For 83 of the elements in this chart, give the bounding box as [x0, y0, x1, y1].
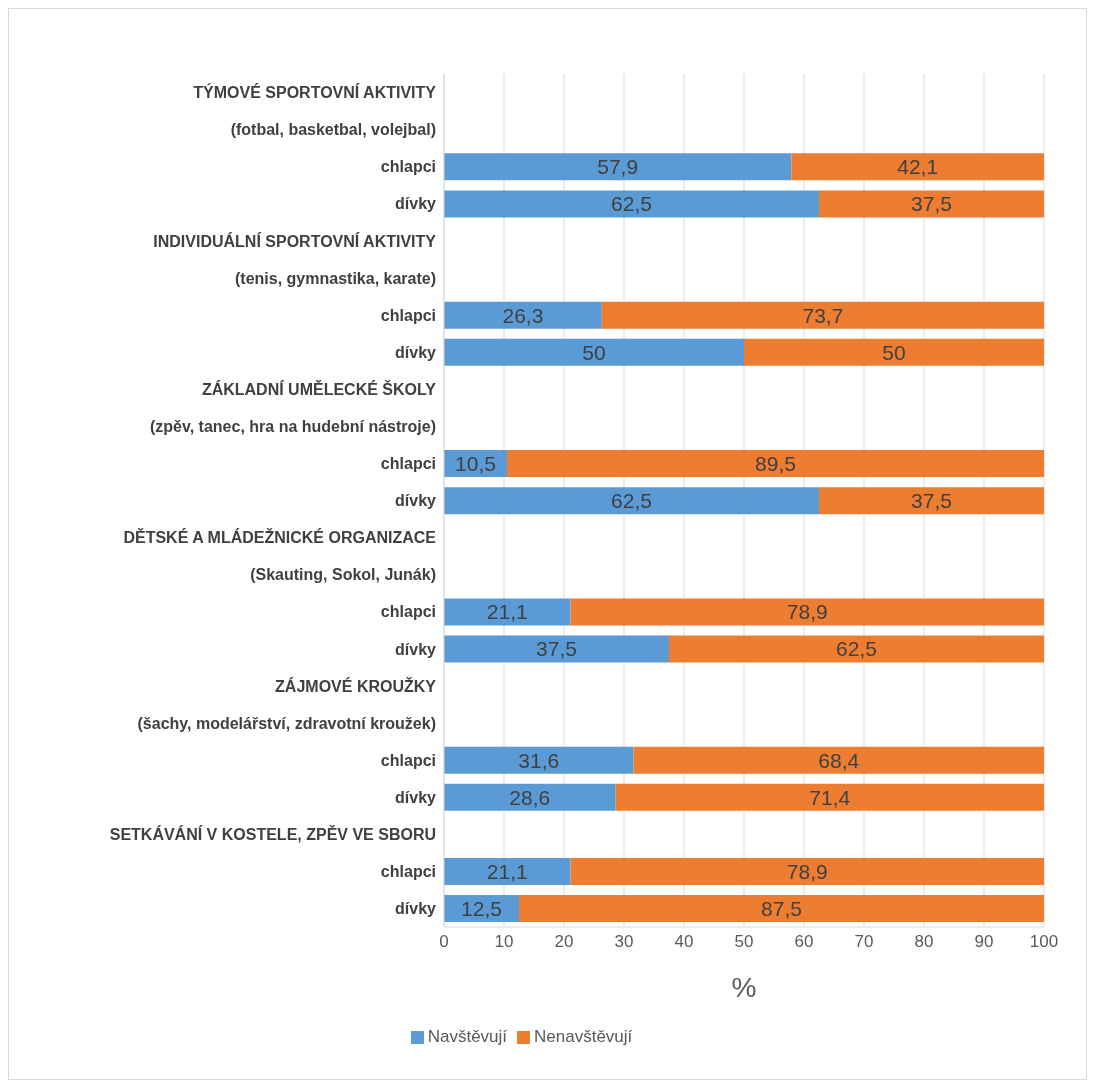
y-tick-label: dívky [395, 492, 437, 510]
data-label: 12,5 [461, 897, 502, 921]
x-axis-title: % [731, 972, 757, 1003]
data-label: 62,5 [836, 637, 877, 661]
bar [444, 190, 819, 218]
data-label: 62,5 [611, 489, 652, 513]
y-tick-label: ZÁJMOVÉ KROUŽKY [275, 676, 437, 695]
data-label: 78,9 [786, 600, 828, 624]
y-tick-label: TÝMOVÉ SPORTOVNÍ AKTIVITY [193, 83, 437, 102]
y-tick-label: chlapci [380, 158, 436, 176]
y-tick-label: chlapci [380, 603, 436, 621]
data-label: 87,5 [761, 897, 802, 921]
data-label: 57,9 [597, 155, 639, 179]
x-tick-label: 20 [554, 932, 574, 952]
y-tick-label: (šachy, modelářství, zdravotní kroužek) [137, 714, 436, 732]
bar [791, 153, 1044, 181]
bar [444, 301, 602, 329]
bar [669, 635, 1044, 663]
y-tick-label: ZÁKLADNÍ UMĚLECKÉ ŠKOLY [201, 379, 437, 398]
data-label: 71,4 [809, 785, 851, 809]
bar [519, 895, 1044, 923]
y-tick-label: chlapci [380, 306, 436, 324]
data-label: 50 [882, 340, 906, 364]
x-tick-label: 100 [1029, 932, 1059, 952]
data-label: 78,9 [786, 860, 828, 884]
x-tick-label: 60 [794, 932, 814, 952]
data-label: 62,5 [611, 192, 652, 216]
data-label: 21,1 [486, 860, 528, 884]
data-label: 37,5 [911, 489, 952, 513]
data-label: 73,7 [802, 303, 844, 327]
y-tick-label: chlapci [380, 455, 436, 473]
bar [444, 783, 616, 811]
y-tick-label: chlapci [380, 863, 436, 881]
bar [444, 858, 571, 886]
data-label: 68,4 [818, 748, 860, 772]
bar [444, 746, 634, 774]
legend-label: Navštěvují [427, 1027, 508, 1046]
data-label: 37,5 [536, 637, 577, 661]
y-tick-label: chlapci [380, 751, 436, 769]
data-label: 37,5 [911, 192, 952, 216]
y-tick-label: (Skauting, Sokol, Junák) [250, 566, 436, 584]
y-tick-label: DĚTSKÉ A MLÁDEŽNICKÉ ORGANIZACE [123, 528, 437, 547]
bar [444, 338, 744, 366]
bar [570, 598, 1044, 626]
y-tick-label: dívky [395, 788, 437, 806]
data-label: 31,6 [518, 748, 560, 772]
legend-label: Nenavštěvují [534, 1027, 633, 1046]
x-tick-label: 30 [614, 932, 634, 952]
data-label: 42,1 [897, 155, 939, 179]
x-tick-label: 90 [974, 932, 994, 952]
y-tick-label: dívky [395, 640, 437, 658]
y-tick-label: (fotbal, basketbal, volejbal) [230, 121, 436, 139]
bar [444, 487, 819, 515]
x-tick-label: 10 [494, 932, 514, 952]
bar [444, 635, 669, 663]
data-label: 28,6 [509, 785, 551, 809]
bar [570, 858, 1044, 886]
y-tick-label: SETKÁVÁNÍ V KOSTELE, ZPĚV VE SBORU [109, 824, 436, 843]
y-tick-label: (tenis, gymnastika, karate) [235, 269, 436, 287]
bar [633, 746, 1044, 774]
bar [507, 450, 1044, 478]
data-label: 21,1 [486, 600, 528, 624]
y-tick-label: (zpěv, tanec, hra na hudební nástroje) [150, 418, 436, 436]
bar [601, 301, 1044, 329]
bar [744, 338, 1044, 366]
data-label: 26,3 [502, 303, 544, 327]
data-label: 10,5 [455, 452, 496, 476]
bar [615, 783, 1044, 811]
y-tick-label: INDIVIDUÁLNÍ SPORTOVNÍ AKTIVITY [153, 231, 437, 250]
y-tick-label: dívky [395, 900, 437, 918]
bar [819, 190, 1044, 218]
bar [444, 598, 571, 626]
bar [819, 487, 1044, 515]
y-tick-label: dívky [395, 195, 437, 213]
x-tick-label: 40 [674, 932, 694, 952]
x-tick-label: 50 [734, 932, 754, 952]
bar [444, 153, 792, 181]
x-tick-label: 0 [439, 932, 449, 952]
data-label: 89,5 [755, 452, 796, 476]
y-tick-label: dívky [395, 343, 437, 361]
data-label: 50 [582, 340, 606, 364]
x-tick-label: 70 [854, 932, 874, 952]
x-tick-label: 80 [914, 932, 934, 952]
